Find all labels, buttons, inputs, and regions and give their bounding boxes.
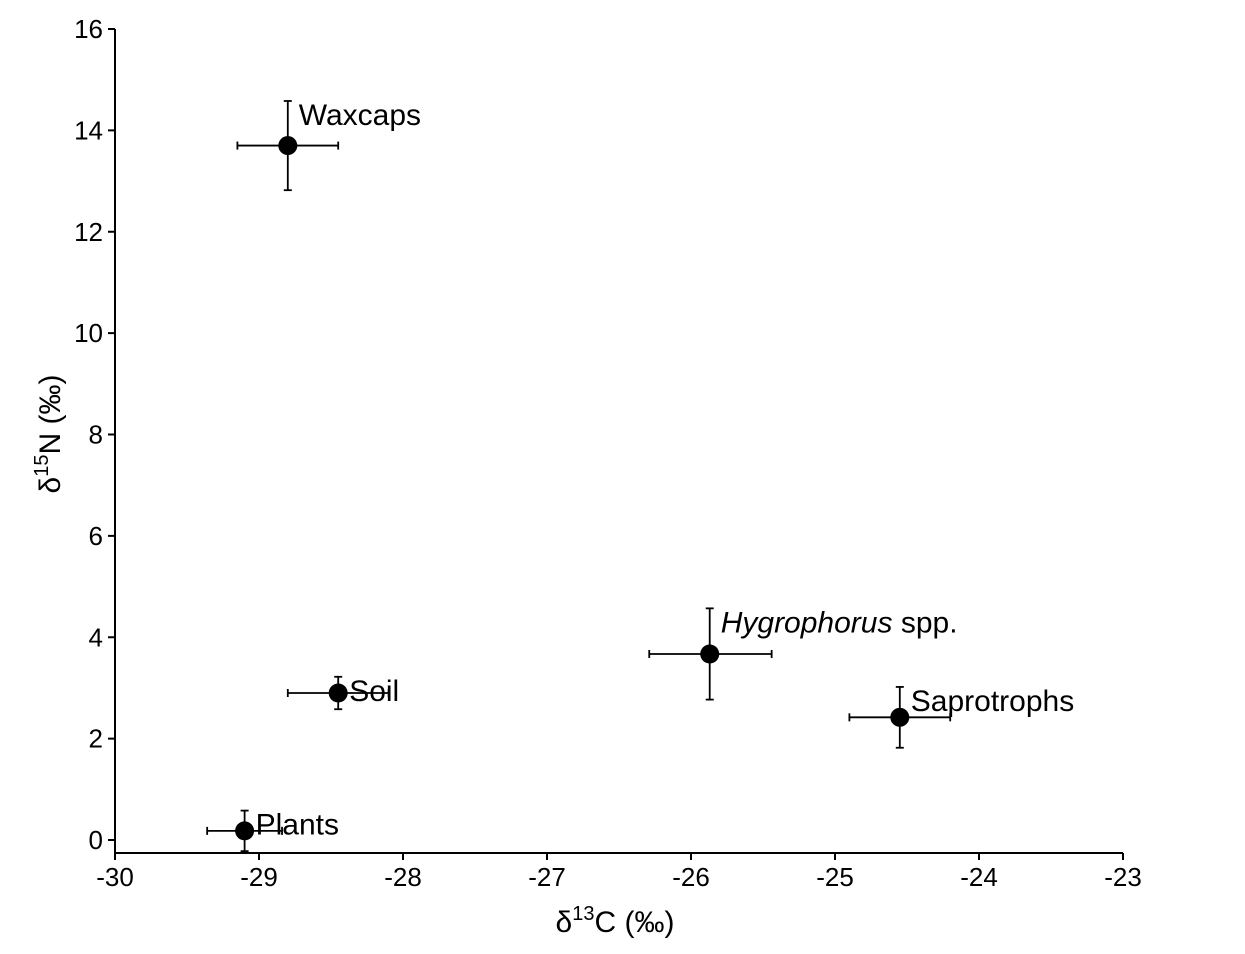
y-tick-label: 4 <box>89 622 103 652</box>
x-tick-label: -25 <box>816 862 854 892</box>
data-point-group: Waxcaps <box>236 99 421 192</box>
y-tick-label: 10 <box>74 318 103 348</box>
data-point <box>700 644 720 664</box>
y-axis-title: δ15N (‰) <box>31 375 67 494</box>
y-tick-label: 6 <box>89 521 103 551</box>
point-label: Waxcaps <box>299 99 421 132</box>
data-point <box>328 683 348 703</box>
axes: -30 -29 -28 -27 -26 -25 -24 -23 0 2 4 6 8 10 12 14 16 <box>74 14 1142 892</box>
data-marks: Waxcaps Soil Plants Hygrophorus spp. Saprotr… <box>206 99 1074 853</box>
y-tick-label: 2 <box>89 724 103 754</box>
data-point <box>235 821 255 841</box>
x-tick-label: -30 <box>96 862 134 892</box>
point-label: Plants <box>256 809 339 842</box>
x-tick-label: -26 <box>672 862 710 892</box>
data-point-group: Saprotrophs <box>848 685 1074 749</box>
point-label: Soil <box>349 675 399 708</box>
data-point-group: Plants <box>206 809 339 853</box>
y-tick-label: 14 <box>74 115 103 145</box>
y-tick-label: 8 <box>89 420 103 450</box>
data-point-group: Hygrophorus spp. <box>648 606 958 701</box>
data-point-group: Soil <box>286 675 399 711</box>
x-tick-label: -24 <box>960 862 998 892</box>
x-axis-title: δ13C (‰) <box>556 903 675 939</box>
y-tick-label: 0 <box>89 825 103 855</box>
data-point <box>890 707 910 727</box>
x-tick-label: -27 <box>528 862 566 892</box>
data-point <box>278 136 298 156</box>
x-tick-label: -28 <box>384 862 422 892</box>
x-tick-label: -23 <box>1104 862 1142 892</box>
y-tick-label: 12 <box>74 217 103 247</box>
x-tick-label: -29 <box>240 862 278 892</box>
point-label: Hygrophorus spp. <box>721 606 958 639</box>
y-tick-label: 16 <box>74 14 103 44</box>
point-label: Saprotrophs <box>911 685 1074 718</box>
